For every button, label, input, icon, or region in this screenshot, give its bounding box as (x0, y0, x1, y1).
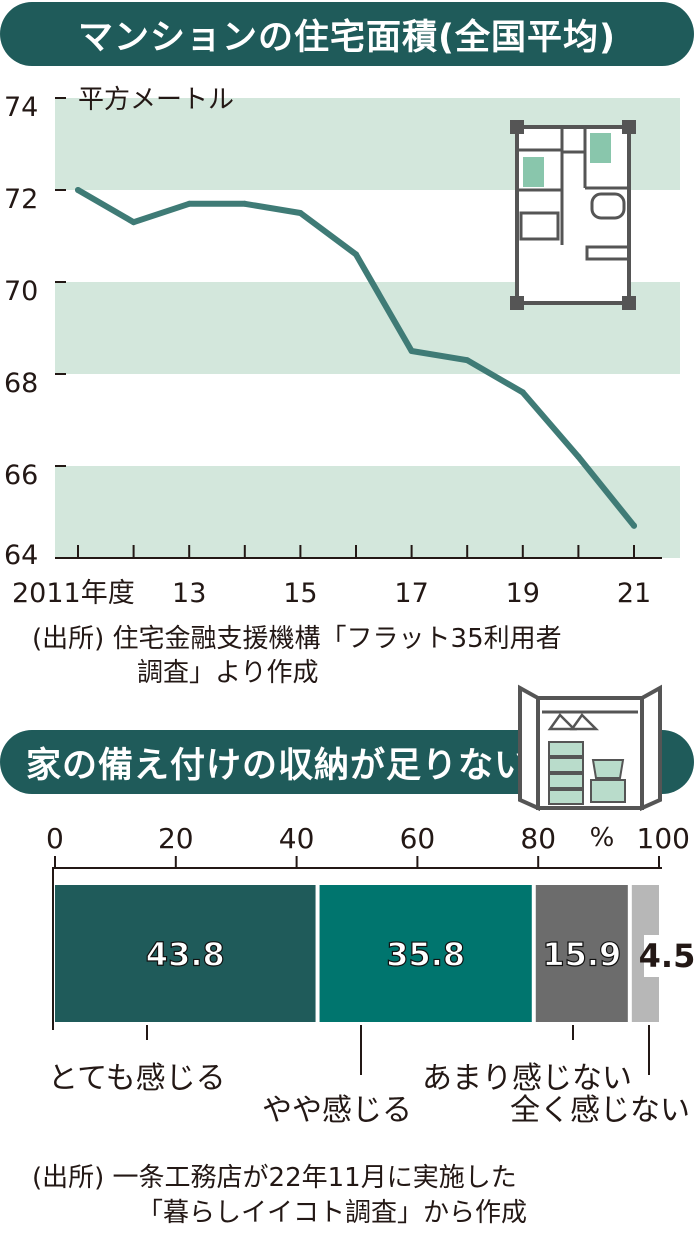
category-label-2: やや感じる (262, 1093, 412, 1128)
bar-chart-source-1: (出所) 一条工務店が22年11月に実施した (32, 1163, 517, 1193)
bar-x-tick-label-60: 60 (400, 822, 436, 855)
x-tick-label-21: 21 (617, 578, 651, 609)
bar-unit-label: % (590, 823, 615, 853)
y-axis-unit-label: 平方メートル (78, 85, 234, 115)
y-tick-label-66: 66 (4, 460, 38, 491)
bar-segment-1 (55, 885, 316, 1022)
x-tick-label-19: 19 (506, 578, 540, 609)
bar-value-label-4: 4.5 (639, 937, 696, 975)
x-tick-label-13: 13 (172, 578, 206, 609)
bar-chart-source-2: 「暮らしイイコト調査」から作成 (137, 1198, 528, 1228)
y-tick-label-74: 74 (4, 92, 38, 123)
x-tick-label-15: 15 (283, 578, 317, 609)
x-tick-label-17: 17 (394, 578, 428, 609)
data-point-2011 (75, 187, 81, 193)
grid-band-3 (55, 466, 680, 558)
line-layer (75, 187, 637, 529)
bar-value-label-3: 15.9 (542, 936, 621, 974)
y-tick-label-72: 72 (4, 184, 38, 215)
y-tick-label-64: 64 (4, 540, 38, 571)
data-point-2018 (464, 357, 471, 364)
bar-x-tick-label-80: 80 (520, 822, 556, 855)
data-point-2015 (297, 210, 304, 216)
axis-layer: 64 66 68 70 72 74 2011年度 13 15 17 19 21 (4, 92, 662, 609)
data-point-2013 (186, 200, 193, 207)
y-tick-label-68: 68 (4, 368, 38, 399)
bar-segment-2 (319, 885, 532, 1022)
bar-chart: 0 20 40 60 80 100% 43.8 とても感じる 35.8 やや感じる 15.9 あまり… (46, 684, 695, 1128)
bar-x-tick-label-20: 20 (158, 822, 194, 855)
bar-axis-layer: 0 20 40 60 80 100% (46, 822, 690, 1030)
bar-value-label-2: 35.8 (386, 936, 465, 974)
data-point-2014 (241, 200, 248, 207)
data-point-2020 (575, 453, 582, 460)
closet-icon (518, 684, 662, 812)
bar-x-tick-label-0: 0 (46, 822, 64, 855)
category-label-3: あまり感じない (422, 1061, 632, 1096)
category-label-1: とても感じる (48, 1061, 226, 1096)
bar-x-tick-label-100: 100 (637, 822, 690, 855)
bar-segment-3 (535, 885, 628, 1022)
line-chart-source-2: 調査」より作成 (137, 658, 319, 688)
data-point-2012 (130, 219, 137, 226)
bar-value-bg-4 (644, 935, 690, 977)
data-point-2017 (408, 348, 415, 354)
data-point-2021 (631, 522, 637, 529)
line-chart: 64 66 68 70 72 74 2011年度 13 15 17 19 21 平方メートル (4, 85, 680, 609)
x-tick-label-2011年度: 2011年度 (12, 578, 135, 609)
data-point-2019 (519, 389, 526, 396)
bar-value-label-1: 43.8 (146, 936, 225, 974)
category-label-4: 全く感じない (510, 1093, 690, 1128)
y-tick-label-70: 70 (4, 276, 38, 307)
line-chart-source-1: (出所) 住宅金融支援機構「フラット35利用者 (32, 624, 562, 654)
line-chart-title: マンションの住宅面積(全国平均) (0, 2, 694, 66)
data-point-2016 (353, 251, 359, 258)
bar-layer: 43.8 とても感じる 35.8 やや感じる 15.9 あまり感じない 4.5 全く感じない (48, 885, 695, 1128)
floorplan-icon (510, 120, 636, 310)
bar-x-tick-label-40: 40 (279, 822, 315, 855)
